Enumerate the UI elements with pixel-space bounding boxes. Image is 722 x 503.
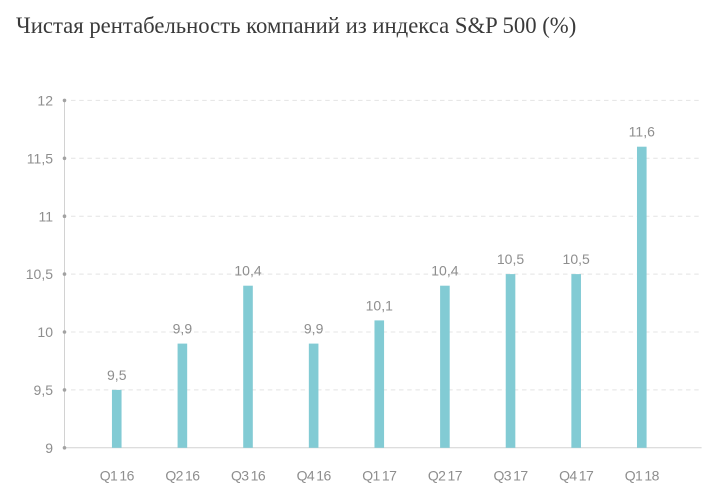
svg-text:12: 12 [37,93,53,109]
svg-text:10: 10 [37,324,53,340]
svg-text:10,5: 10,5 [563,251,590,267]
svg-text:11: 11 [38,208,53,224]
svg-text:9: 9 [45,440,53,456]
svg-text:10,4: 10,4 [234,263,261,279]
svg-text:Q4 16: Q4 16 [297,467,332,483]
svg-text:Q3 16: Q3 16 [231,467,266,483]
svg-text:Q1 17: Q1 17 [362,467,397,483]
svg-text:9,9: 9,9 [173,321,193,337]
svg-text:Q1 16: Q1 16 [100,467,135,483]
svg-text:10,5: 10,5 [26,266,53,282]
svg-text:Q1 18: Q1 18 [625,467,660,483]
svg-text:Q2 16: Q2 16 [165,467,200,483]
svg-text:9,5: 9,5 [107,367,127,383]
svg-text:11,6: 11,6 [629,124,655,140]
svg-text:9,9: 9,9 [304,321,324,337]
svg-text:9,5: 9,5 [34,382,54,398]
svg-text:Q4 17: Q4 17 [559,467,594,483]
svg-text:10,5: 10,5 [497,251,524,267]
svg-text:11,5: 11,5 [27,150,53,166]
svg-text:Q3 17: Q3 17 [493,467,528,483]
svg-text:10,4: 10,4 [431,263,458,279]
svg-text:Q2 17: Q2 17 [428,467,463,483]
svg-text:10,1: 10,1 [366,297,393,313]
